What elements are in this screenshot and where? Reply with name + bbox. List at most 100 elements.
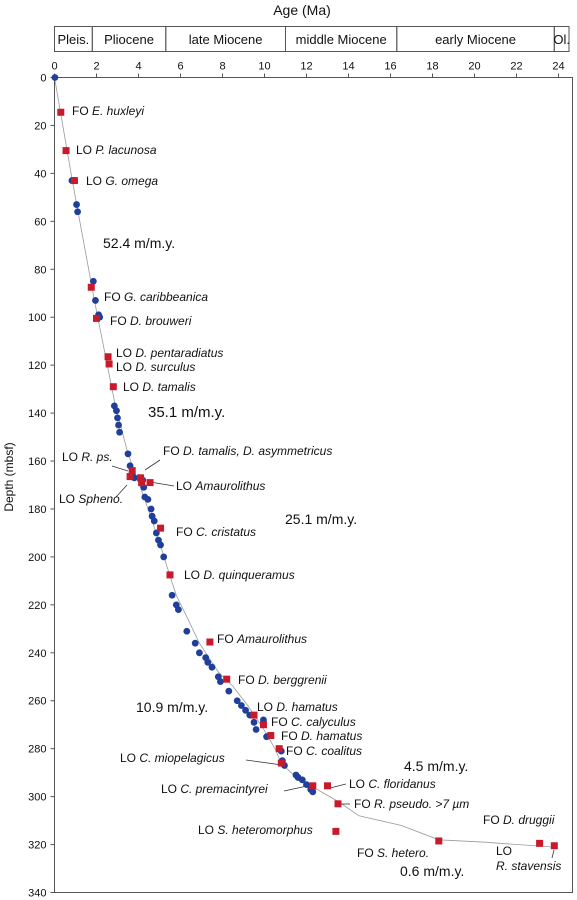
y-tick-label: 340: [28, 888, 46, 900]
blue-point: [250, 718, 258, 726]
y-tick-label: 80: [34, 264, 46, 276]
epoch-bar: Pleis. Pliocene late Miocene middle Miocene…: [54, 26, 570, 52]
rate-label: 25.1 m/m.y.: [285, 511, 357, 527]
blue-point: [168, 591, 176, 599]
datum-label: FO S. hetero.: [357, 846, 429, 860]
datum-marker: [104, 353, 112, 361]
blue-point: [73, 201, 80, 208]
datum-label: LO D. quinqueramus: [184, 568, 295, 582]
blue-point: [196, 649, 203, 657]
x-tick-label: 6: [177, 61, 183, 73]
blue-point: [208, 663, 216, 671]
y-tick-label: 220: [28, 600, 46, 612]
x-tick-label: 8: [219, 61, 225, 73]
blue-point: [114, 414, 121, 422]
datum-marker: [157, 524, 165, 532]
datum-marker: [435, 837, 443, 845]
blue-point: [204, 658, 212, 666]
x-tick-label: 4: [135, 61, 141, 73]
datum-markers: [57, 108, 558, 850]
leader-line: [283, 785, 308, 792]
datum-marker: [536, 839, 544, 847]
rate-label: 52.4 m/m.y.: [103, 235, 175, 251]
epoch-box: [553, 26, 570, 52]
datum-label: LO P. lacunosa: [76, 143, 157, 157]
y-tick-label: 0: [40, 73, 46, 85]
rate-label: 0.6 m/m.y.: [400, 863, 464, 879]
datum-marker: [332, 827, 340, 835]
blue-point: [51, 74, 59, 81]
blue-point: [303, 781, 310, 789]
blue-point: [225, 687, 233, 695]
y-tick-label: 160: [28, 456, 46, 468]
datum-marker: [128, 467, 136, 475]
leader-line: [144, 459, 161, 471]
y-tick-label: 120: [28, 360, 46, 372]
leader-line: [111, 465, 129, 472]
datum-label: LO R. ps.: [62, 450, 113, 464]
blue-point: [183, 627, 191, 635]
datum-marker: [126, 473, 134, 481]
epoch-label: late Miocene: [189, 32, 263, 47]
leader-line: [329, 783, 347, 789]
datum-marker: [146, 479, 154, 487]
rate-label: 35.1 m/m.y.: [148, 404, 225, 421]
blue-point: [309, 788, 317, 796]
datum-marker: [223, 675, 231, 683]
datum-label: LO D. pentaradiatus: [116, 346, 223, 360]
blue-point: [191, 639, 199, 647]
blue-point: [124, 450, 132, 458]
x-tick-label: 22: [510, 61, 522, 73]
blue-point: [116, 428, 123, 436]
blue-point: [298, 776, 306, 784]
datum-label: LO S. heteromorphus: [198, 823, 313, 837]
leader-line: [149, 481, 175, 487]
datum-marker: [250, 711, 258, 719]
datum-marker: [109, 383, 117, 391]
rate-label: 4.5 m/m.y.: [404, 758, 468, 774]
datum-label: LO Spheno.: [59, 492, 123, 506]
leader-line: [551, 849, 555, 859]
datum-marker: [62, 147, 70, 155]
epoch-label: middle Miocene: [296, 32, 387, 47]
y-tick-label: 260: [28, 696, 46, 708]
y-tick-label: 300: [28, 792, 46, 804]
blue-point: [233, 697, 241, 705]
datum-label: FO C. cristatus: [176, 525, 256, 539]
y-tick-label: 240: [28, 648, 46, 660]
x-tick-label: 24: [552, 61, 564, 73]
datum-label: LO D. tamalis: [123, 380, 196, 394]
blue-point: [150, 517, 158, 525]
datum-marker: [138, 479, 146, 487]
datum-marker: [267, 731, 275, 739]
blue-point: [115, 421, 122, 429]
rate-label: 10.9 m/m.y.: [136, 699, 208, 715]
leader-line: [115, 484, 128, 498]
datum-label: LO C. miopelagicus: [120, 751, 225, 765]
datum-marker: [57, 108, 65, 116]
rate-labels: 52.4 m/m.y. 35.1 m/m.y. 25.1 m/m.y. 10.9 m/…: [103, 235, 468, 879]
blue-point: [89, 277, 97, 285]
datum-marker: [309, 782, 317, 790]
x-tick-label: 14: [342, 61, 354, 73]
blue-point: [175, 606, 182, 614]
datum-marker: [137, 474, 145, 482]
datum-marker: [105, 360, 113, 368]
datum-label: FO R. pseudo. >7 µm: [354, 797, 469, 811]
leader-line: [245, 759, 283, 766]
epoch-label: Ol.: [553, 32, 570, 47]
x-tick-label: 2: [93, 61, 99, 73]
y-axis-label: Depth (mbsf): [2, 442, 16, 511]
y-tick-label: 20: [34, 120, 46, 132]
datum-label: LO R. stavensis: [496, 844, 561, 873]
y-tick-label: 40: [34, 168, 46, 180]
datum-marker: [550, 842, 558, 850]
datum-label: LO C. floridanus: [349, 777, 436, 791]
datum-label: FO D. druggii: [483, 813, 555, 827]
x-axis: 0 2 4 6 8 10 12 14 16 18 20 22 24: [51, 61, 565, 78]
datum-marker: [166, 571, 174, 579]
datum-label: FO E. huxleyi: [72, 104, 144, 118]
x-tick-label: 0: [51, 61, 57, 73]
blue-point: [157, 541, 164, 549]
